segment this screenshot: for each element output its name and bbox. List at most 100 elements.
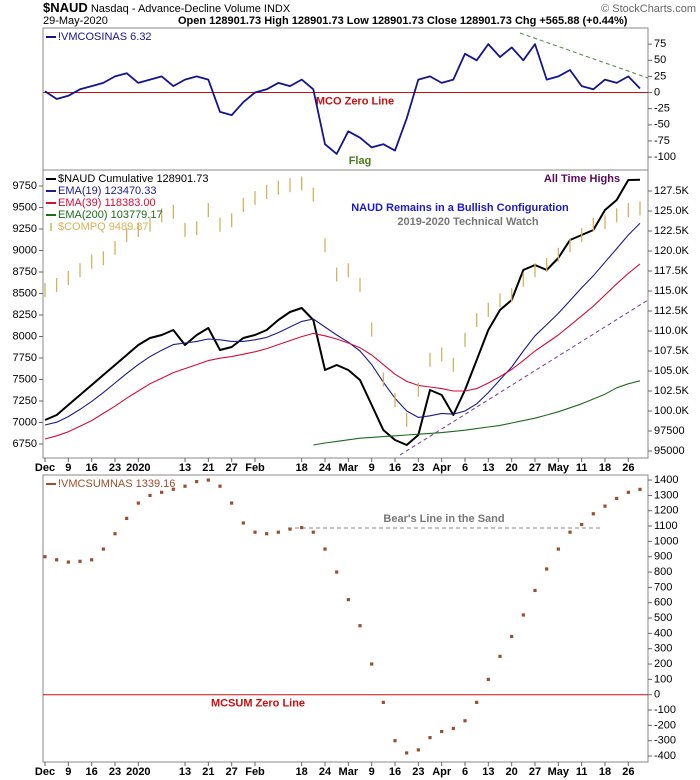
legend-value: 118383.00 [104, 197, 155, 209]
y-tick-label: 600 [654, 597, 672, 609]
y-tick-label: 115.0K [654, 285, 689, 297]
y-tick-label: -100 [654, 704, 676, 716]
dot [55, 558, 59, 562]
dot [230, 501, 234, 505]
dot [381, 700, 385, 704]
y-tick-label: 112.5K [654, 305, 689, 317]
dot [440, 729, 444, 734]
y-tick-label: 105.0K [654, 365, 690, 377]
x-tick-label: 27 [529, 462, 541, 474]
dot [393, 739, 397, 743]
y2-tick-label: 7500 [13, 373, 37, 385]
legend-entry: !VMCSUMNAS 1339.16 [58, 478, 175, 490]
dot [125, 516, 129, 520]
x-tick-label: 2020 [126, 462, 150, 474]
legend-name: !VMCSUMNAS [58, 478, 133, 490]
y-tick-label: 1100 [654, 520, 678, 532]
series-line [44, 43, 641, 155]
y-tick-label: -200 [654, 719, 676, 731]
x-tick-label: 16 [86, 766, 98, 778]
legend-value: 6.32 [130, 31, 151, 43]
y-tick-label: -300 [654, 735, 676, 747]
x-tick-label: 20 [506, 462, 518, 474]
dot [66, 560, 70, 564]
y-tick-label: 100 [654, 673, 672, 685]
legend-entry: EMA(200) 103779.17 [58, 209, 163, 221]
y2-tick-label: 7250 [13, 395, 37, 407]
header-line: $NAUD Nasdaq - Advance-Decline Volume IN… [43, 0, 291, 15]
x-tick-label: 16 [389, 766, 401, 778]
dot [241, 521, 245, 525]
x-tick-label: 11 [576, 462, 588, 474]
dot [416, 748, 420, 752]
dot [638, 487, 642, 491]
x-tick-label: 16 [86, 462, 98, 474]
x-tick-label: 18 [296, 766, 308, 778]
dot [556, 547, 560, 551]
x-tick-label: 27 [226, 766, 238, 778]
annotation: Bear's Line in the Sand [383, 513, 504, 525]
x-tick-label: 23 [412, 766, 424, 778]
dot [545, 567, 549, 571]
y-tick-label: 900 [654, 551, 672, 563]
dot [218, 484, 222, 488]
series-line [44, 222, 641, 426]
dot [358, 624, 362, 628]
zero-line-label: MCO Zero Line [316, 95, 394, 107]
x-tick-label: 6 [462, 766, 468, 778]
y-tick-label: 50 [654, 54, 666, 66]
description: Nasdaq - Advance-Decline Volume INDX [91, 3, 291, 15]
x-tick-label: 9 [65, 766, 71, 778]
y2-tick-label: 7750 [13, 352, 37, 364]
legend-name: $COMPQ [58, 221, 106, 233]
y-tick-label: 107.5K [654, 345, 690, 357]
x-tick-label: 26 [622, 462, 634, 474]
dot [101, 547, 105, 551]
quote: Open 128901.73 High 128901.73 Low 128901… [178, 15, 628, 27]
x-tick-label: 18 [296, 462, 308, 474]
symbol: $NAUD [43, 0, 88, 15]
x-tick-label: Mar [339, 766, 359, 778]
dot [486, 677, 490, 681]
x-tick-label: 16 [389, 462, 401, 474]
x-tick-label: 13 [482, 766, 494, 778]
dot [335, 570, 339, 574]
y2-tick-label: 9750 [13, 180, 37, 192]
y-tick-label: 100.0K [654, 405, 690, 417]
dot [591, 512, 595, 516]
dot [626, 490, 630, 494]
legend-entry: !VMCOSINAS 6.32 [58, 31, 152, 43]
dot [370, 662, 374, 666]
dot [521, 613, 525, 617]
y-tick-label: 110.0K [654, 325, 689, 337]
y-tick-label: 125.0K [654, 205, 690, 217]
series-line [44, 263, 641, 440]
y-tick-label: 97500 [654, 425, 685, 437]
x-tick-label: 24 [319, 462, 332, 474]
dot [78, 559, 82, 563]
dot [206, 478, 210, 482]
legend-name: $NAUD Cumulative [58, 173, 153, 185]
dot [533, 588, 537, 593]
x-tick-label: 13 [179, 766, 191, 778]
date: 29-May-2020 [43, 15, 108, 27]
series-line [44, 178, 641, 446]
legend-entry: $COMPQ 9489.87 [58, 221, 149, 233]
y-tick-label: 117.5K [654, 265, 689, 277]
panel-frame [42, 169, 649, 459]
dot [510, 634, 514, 639]
dot [300, 525, 304, 530]
y2-tick-label: 7000 [13, 416, 37, 428]
x-tick-label: 18 [599, 766, 611, 778]
annotation: All Time Highs [544, 173, 620, 185]
x-tick-label: 23 [109, 462, 121, 474]
annotation: Flag [349, 155, 372, 167]
x-tick-label: 24 [319, 766, 332, 778]
y-tick-label: 1200 [654, 505, 678, 517]
dot [253, 530, 257, 534]
legend-name: EMA(19) [58, 185, 101, 197]
dot [90, 558, 94, 562]
y-tick-label: 75 [654, 38, 666, 50]
dot [463, 719, 467, 723]
